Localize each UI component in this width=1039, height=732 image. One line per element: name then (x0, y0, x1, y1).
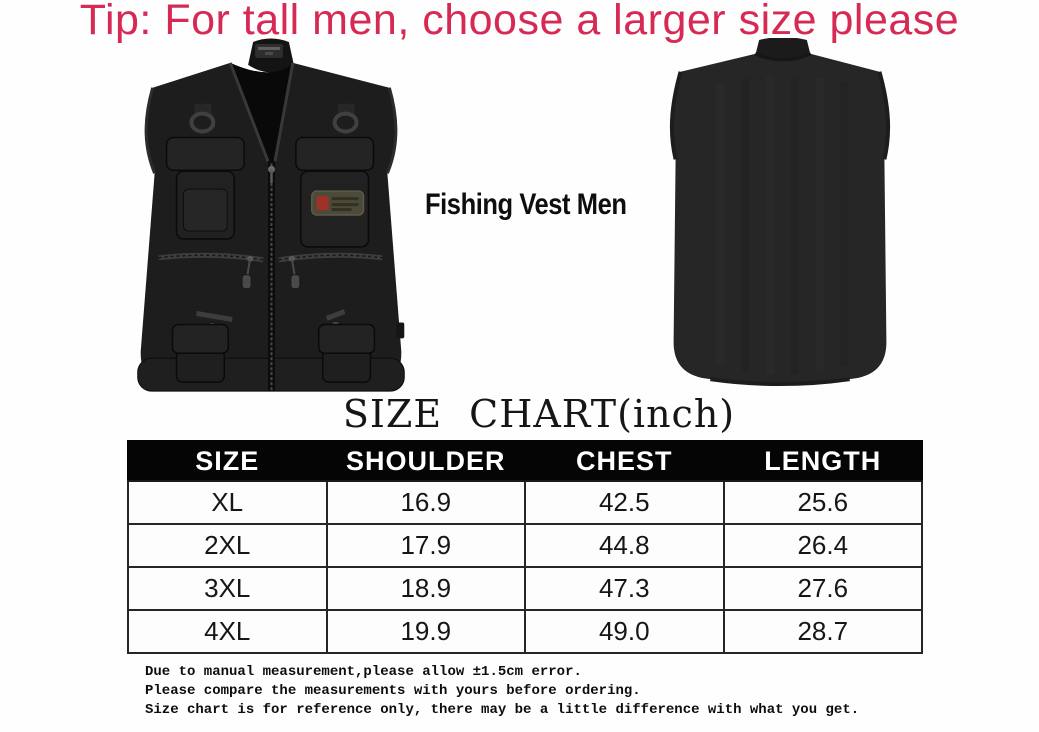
cell-chest: 44.8 (524, 523, 725, 568)
column-header-shoulder: SHOULDER (325, 440, 526, 482)
table-row-2xl: 2XL 17.9 44.8 26.4 (127, 523, 923, 568)
size-chart-title: SIZE CHART(inch) (342, 392, 736, 436)
vest-front-illustration (137, 38, 405, 392)
cell-size: 2XL (127, 523, 328, 568)
cell-size: 3XL (127, 566, 328, 611)
table-row-4xl: 4XL 19.9 49.0 28.7 (127, 609, 923, 654)
vest-front-image (136, 38, 406, 406)
table-header-row: SIZE SHOULDER CHEST LENGTH (127, 440, 923, 482)
cell-shoulder: 16.9 (325, 480, 526, 525)
column-header-length: LENGTH (722, 440, 923, 482)
cell-shoulder: 17.9 (325, 523, 526, 568)
cell-shoulder: 18.9 (325, 566, 526, 611)
vest-back-image (665, 37, 895, 396)
measurement-notes: Due to manual measurement,please allow ±… (145, 663, 859, 720)
note-line-1: Due to manual measurement,please allow ±… (145, 664, 582, 680)
cell-chest: 42.5 (524, 480, 725, 525)
cell-size: 4XL (127, 609, 328, 654)
brand-patch-icon (311, 190, 365, 216)
cell-length: 27.6 (722, 566, 923, 611)
cell-size: XL (127, 480, 328, 525)
cell-chest: 47.3 (524, 566, 725, 611)
table-row-3xl: 3XL 18.9 47.3 27.6 (127, 566, 923, 611)
note-line-2: Please compare the measurements with you… (145, 683, 641, 699)
cell-chest: 49.0 (524, 609, 725, 654)
cell-shoulder: 19.9 (325, 609, 526, 654)
vest-back-illustration (669, 37, 891, 387)
note-line-3: Size chart is for reference only, there … (145, 702, 860, 718)
cell-length: 25.6 (722, 480, 923, 525)
column-header-chest: CHEST (524, 440, 725, 482)
size-tip-banner: Tip: For tall men, choose a larger size … (79, 0, 960, 44)
column-header-size: SIZE (127, 440, 328, 482)
cell-length: 26.4 (722, 523, 923, 568)
size-chart-table: SIZE SHOULDER CHEST LENGTH XL 16.9 42.5 … (127, 440, 923, 654)
table-row-xl: XL 16.9 42.5 25.6 (127, 480, 923, 525)
cell-length: 28.7 (722, 609, 923, 654)
product-title: Fishing Vest Men (425, 188, 627, 221)
